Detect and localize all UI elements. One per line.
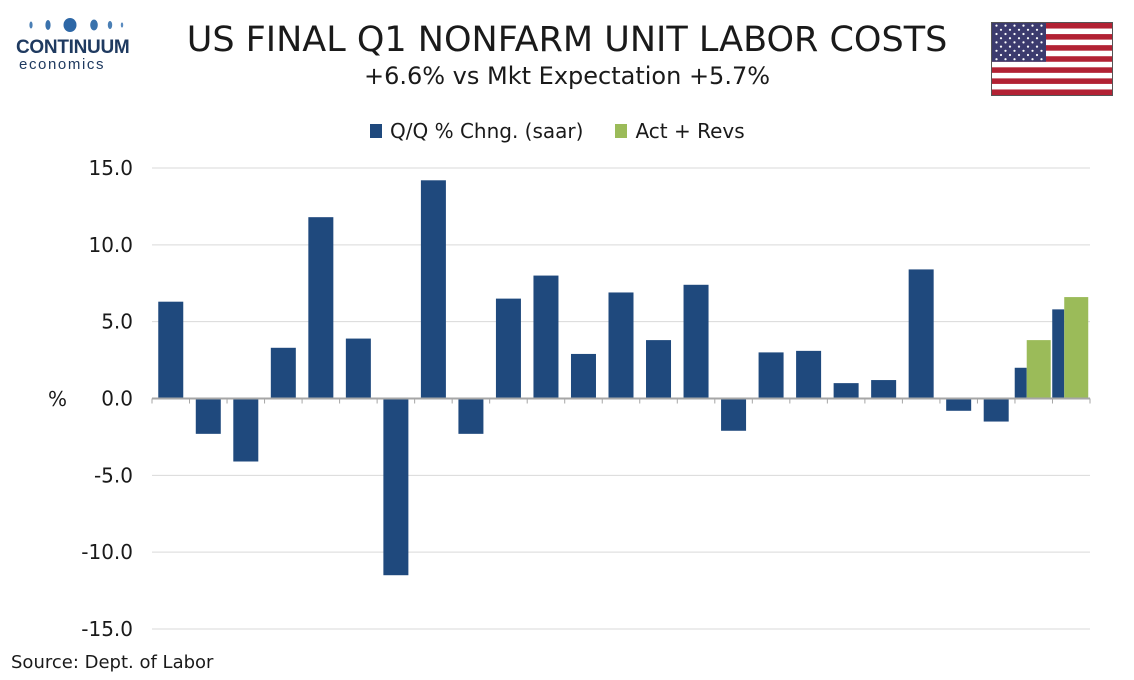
bar-act-revs (1064, 297, 1089, 399)
y-axis-label: % (48, 387, 67, 411)
bar-qq (345, 338, 371, 399)
bar-qq (383, 398, 409, 576)
y-tick-label: 5.0 (101, 310, 133, 334)
bar-qq (308, 217, 334, 399)
bar-qq (833, 383, 859, 399)
y-tick-label: -15.0 (81, 617, 133, 641)
bar-qq (570, 353, 596, 399)
bar-qq (683, 284, 709, 399)
bar-qq (195, 398, 221, 434)
legend-swatch-act-revs (615, 124, 628, 138)
y-tick-label: -10.0 (81, 540, 133, 564)
chart-subtitle: +6.6% vs Mkt Expectation +5.7% (363, 62, 771, 90)
y-tick-label: 15.0 (88, 156, 133, 180)
legend-item-qq: Q/Q % Chng. (saar) (370, 119, 583, 143)
logo-subtitle: economics (19, 56, 106, 73)
bar-qq (270, 347, 296, 399)
bar-qq (533, 275, 559, 399)
legend-swatch-qq (370, 124, 382, 138)
bar-qq (983, 398, 1009, 422)
continuum-logo (29, 18, 124, 32)
bar-qq (233, 398, 259, 462)
logo-name: CONTINUUM (16, 37, 130, 58)
legend-label-qq: Q/Q % Chng. (saar) (390, 119, 584, 143)
y-tick-label: -5.0 (94, 463, 133, 487)
bar-qq (646, 340, 672, 399)
source-note: Source: Dept. of Labor (11, 652, 214, 673)
bar-qq (946, 398, 972, 411)
legend-item-act-revs: Act + Revs (615, 119, 745, 143)
chart-title: US FINAL Q1 NONFARM UNIT LABOR COSTS (186, 20, 948, 60)
bar-qq (608, 292, 634, 399)
bar-qq (871, 380, 897, 399)
bar-act-revs (1026, 340, 1051, 399)
us-flag-icon (991, 22, 1113, 96)
bar-qq (495, 298, 521, 399)
bar-qq (908, 269, 934, 399)
bar-qq (1052, 309, 1065, 399)
bar-qq (796, 350, 822, 399)
bar-qq (1014, 367, 1027, 399)
legend-label-act-revs: Act + Revs (635, 119, 745, 143)
y-tick-label: 0.0 (101, 387, 133, 411)
y-tick-label: 10.0 (88, 233, 133, 257)
bar-qq (721, 398, 747, 431)
bar-qq (420, 180, 446, 399)
bar-qq (158, 301, 184, 399)
bar-qq (458, 398, 484, 434)
bar-qq (758, 352, 784, 399)
chart-legend: Q/Q % Chng. (saar) Act + Revs (370, 119, 745, 143)
